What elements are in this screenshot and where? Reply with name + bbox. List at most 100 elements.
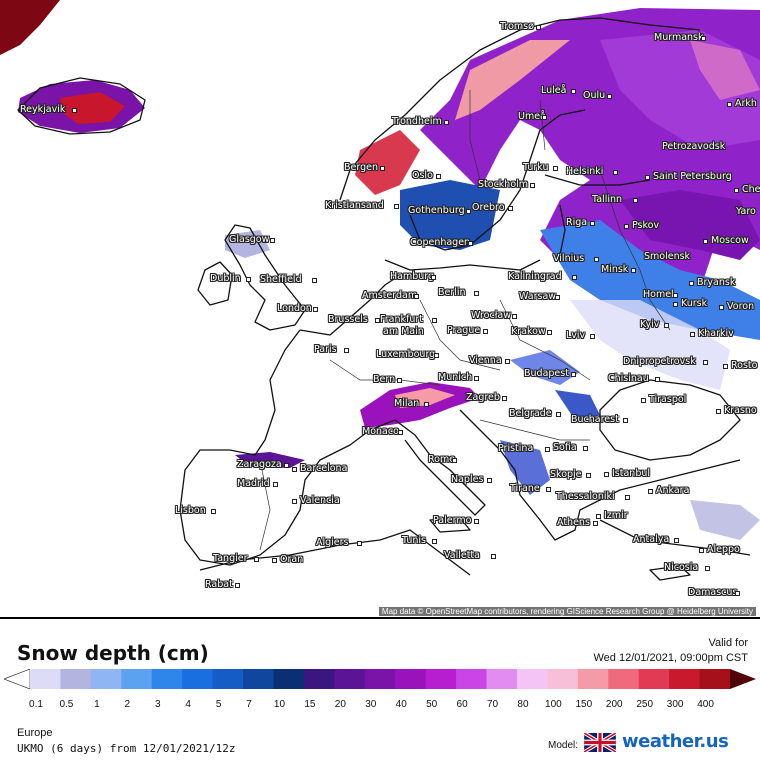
city-label: Kristiansand [325, 200, 384, 211]
city-marker [719, 305, 724, 310]
city-marker [690, 332, 695, 337]
city-label: Krakow [511, 326, 546, 337]
city-label: Tiraspol [649, 394, 687, 405]
city-label: Monaco [362, 426, 399, 437]
city-marker [592, 521, 598, 526]
city-label: Damascus [688, 587, 738, 598]
city-label: Thessaloniki [556, 491, 615, 502]
colorbar-tick-label: 0.5 [59, 699, 74, 710]
city-label: am Main [383, 326, 424, 337]
colorbar-cell [90, 669, 122, 689]
colorbar-cell [425, 669, 457, 689]
city-marker [583, 446, 588, 451]
colorbar-cell [273, 669, 305, 689]
city-label: Valencia [300, 495, 340, 506]
city-marker [434, 353, 439, 358]
city-marker [546, 330, 552, 335]
map-attribution[interactable]: Map data © OpenStreetMap contributors, r… [378, 607, 756, 616]
city-label: Bern [373, 374, 396, 385]
city-label: Petrozavodsk [662, 141, 726, 152]
city-marker [431, 275, 437, 280]
city-label: Kyiv [640, 319, 660, 330]
city-label: Munich [438, 372, 473, 383]
city-label: Izmir [604, 510, 628, 521]
city-label: Bergen [344, 162, 378, 173]
valid-label: Valid for [708, 637, 748, 649]
city-marker [590, 221, 596, 226]
region-label: Europe [17, 727, 53, 739]
city-marker [432, 539, 437, 544]
city-label: Hamburg [390, 271, 435, 282]
city-label: Palermo [433, 515, 472, 526]
city-label: Naples [451, 474, 484, 485]
city-label: London [277, 303, 312, 314]
city-label: Vienna [469, 355, 502, 366]
city-label: Wrocław [471, 310, 511, 321]
city-label: Belgrade [509, 408, 552, 419]
city-marker [633, 198, 639, 203]
city-marker [379, 166, 385, 171]
city-label: Pristina [498, 443, 534, 454]
snow-depth-map[interactable]: Tromsø Murmansk Reykjavik Luleå Oulu Arkh Umeå… [0, 0, 760, 617]
colorbar-cell [669, 669, 701, 689]
city-label: Che [742, 184, 760, 195]
city-label: Krasno [724, 405, 757, 416]
city-marker [530, 183, 536, 188]
city-label: Voron [727, 301, 755, 312]
colorbar-cell [151, 669, 183, 689]
city-label: Madrid [237, 478, 270, 489]
city-label: Riga [566, 217, 588, 228]
city-marker [542, 115, 548, 120]
city-label: Zagreb [466, 392, 500, 403]
colorbar-tick-label: 150 [575, 699, 593, 710]
colorbar-tick-label: 3 [154, 699, 161, 710]
city-marker [357, 541, 363, 546]
city-marker [535, 25, 541, 30]
city-label: Bucharest [571, 414, 619, 425]
city-label: Prague [447, 325, 481, 336]
city-label: Umeå [518, 111, 546, 122]
colorbar-max-arrow [730, 669, 756, 689]
city-label: Tallinn [592, 194, 623, 205]
uk-flag-icon [584, 733, 616, 752]
city-label: Trondheim [392, 116, 442, 127]
city-label: Skopje [550, 469, 582, 480]
city-label: Turku [523, 162, 549, 173]
city-marker [571, 275, 577, 280]
city-marker [397, 378, 403, 383]
city-marker [607, 94, 613, 99]
colorbar-cell [212, 669, 244, 689]
city-marker [501, 396, 507, 401]
colorbar-tick-label: 70 [486, 699, 499, 710]
city-marker [571, 89, 576, 94]
city-marker [312, 278, 318, 283]
coastlines [17, 17, 751, 581]
city-marker [452, 458, 458, 463]
city-label: Kursk [681, 298, 708, 309]
city-label: Paris [314, 344, 337, 355]
colorbar-tick-label: 80 [517, 699, 529, 710]
city-marker [645, 175, 650, 180]
city-marker [727, 102, 732, 107]
city-marker [292, 499, 297, 504]
colorbar-cell [638, 669, 670, 689]
color-scale-bar [4, 669, 756, 689]
brand-logo[interactable]: weather.us [622, 731, 729, 752]
city-marker [504, 359, 510, 364]
city-label: Valletta [444, 550, 480, 561]
color-scale-ticks: 0.1 0.5 1 2 3 4 5 7 10 15 20 30 40 50 60 70 80 100 150 200 2… [0, 699, 760, 713]
colorbar-tick-label: 40 [395, 699, 407, 710]
city-label: Warsaw [519, 291, 557, 302]
colorbar-cell [395, 669, 427, 689]
city-label: Budapest [524, 368, 569, 379]
city-marker [272, 558, 277, 563]
city-marker [555, 412, 561, 417]
colorbar-tick-label: 300 [666, 699, 684, 710]
city-label: Glasgow [229, 234, 270, 245]
city-marker [673, 293, 678, 298]
colorbar-cell [121, 669, 153, 689]
city-marker [466, 209, 471, 214]
city-label: Yaro [736, 206, 756, 217]
city-label: Frankfurt [380, 314, 424, 325]
valid-date: Wed 12/01/2021, 09:00pm CST [593, 652, 748, 664]
